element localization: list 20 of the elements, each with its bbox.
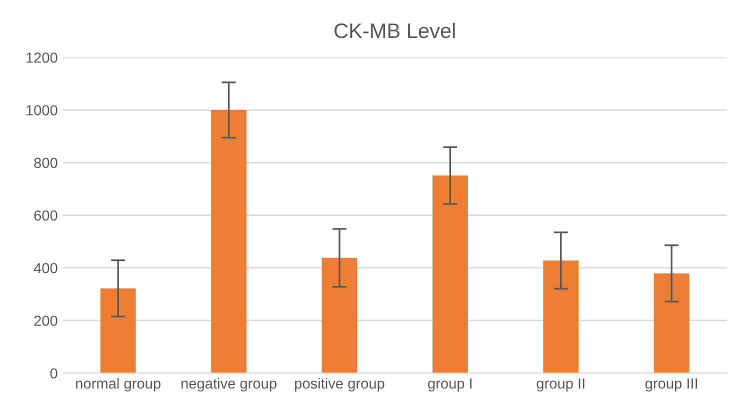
y-tick-label: 600 [34, 210, 58, 221]
bar [322, 258, 358, 374]
x-tick-label: negative group [182, 378, 276, 392]
x-tick-label: normal group [76, 378, 160, 392]
y-tick-label: 800 [34, 158, 58, 168]
y-tick-label: 200 [34, 316, 58, 326]
bar [432, 176, 468, 374]
x-tick-label: positive group [295, 378, 384, 392]
bar [543, 260, 579, 374]
x-tick-label: group II [536, 378, 584, 392]
y-tick-label: 400 [34, 262, 58, 274]
y-tick-label: 1200 [26, 52, 58, 63]
y-tick-label: 1000 [26, 105, 58, 116]
bar [654, 273, 690, 374]
bar [100, 288, 136, 374]
x-tick-label: group III [645, 378, 697, 392]
y-tick-label: 0 [50, 368, 58, 379]
chart-title: CK-MB Level [334, 22, 455, 38]
bar [211, 110, 246, 374]
x-tick-label: group I [428, 378, 472, 392]
